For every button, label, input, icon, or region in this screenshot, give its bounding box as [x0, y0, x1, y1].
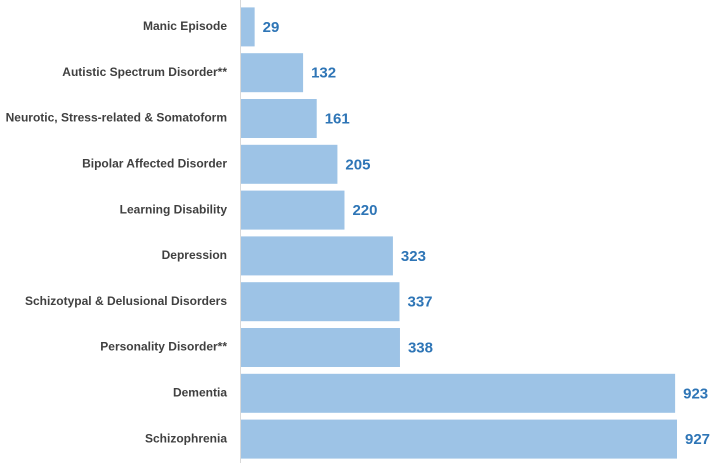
- bars-group: [241, 7, 677, 459]
- bar: [241, 282, 400, 322]
- data-label: 923: [683, 385, 708, 402]
- data-label: 323: [401, 248, 426, 265]
- bar: [241, 7, 255, 47]
- category-label: Learning Disability: [120, 202, 228, 216]
- bar: [241, 144, 338, 184]
- data-label: 205: [345, 156, 370, 173]
- bar: [241, 53, 304, 93]
- bar: [241, 190, 345, 230]
- category-label: Schizotypal & Delusional Disorders: [25, 294, 227, 308]
- data-label: 927: [685, 431, 710, 448]
- data-label: 337: [408, 294, 433, 311]
- data-label: 220: [352, 202, 377, 219]
- value-labels: 29 132 161 205 220 323 337 338 923 927: [263, 19, 710, 448]
- data-label: 161: [325, 110, 350, 127]
- category-label: Schizophrenia: [145, 431, 227, 445]
- category-label: Manic Episode: [143, 19, 227, 33]
- category-label: Personality Disorder**: [100, 340, 227, 354]
- bar: [241, 236, 393, 276]
- category-labels: Manic Episode Autistic Spectrum Disorder*…: [6, 19, 228, 445]
- bar: [241, 99, 317, 138]
- category-label: Dementia: [173, 385, 227, 399]
- data-label: 132: [311, 65, 336, 82]
- data-label: 338: [408, 339, 433, 356]
- data-label: 29: [263, 19, 280, 36]
- category-label: Bipolar Affected Disorder: [82, 156, 227, 170]
- bar: [241, 419, 677, 459]
- category-label: Depression: [162, 248, 227, 262]
- bar: [241, 373, 676, 413]
- bar: [241, 328, 400, 367]
- category-label: Neurotic, Stress-related & Somatoform: [6, 111, 227, 125]
- category-label: Autistic Spectrum Disorder**: [62, 65, 227, 79]
